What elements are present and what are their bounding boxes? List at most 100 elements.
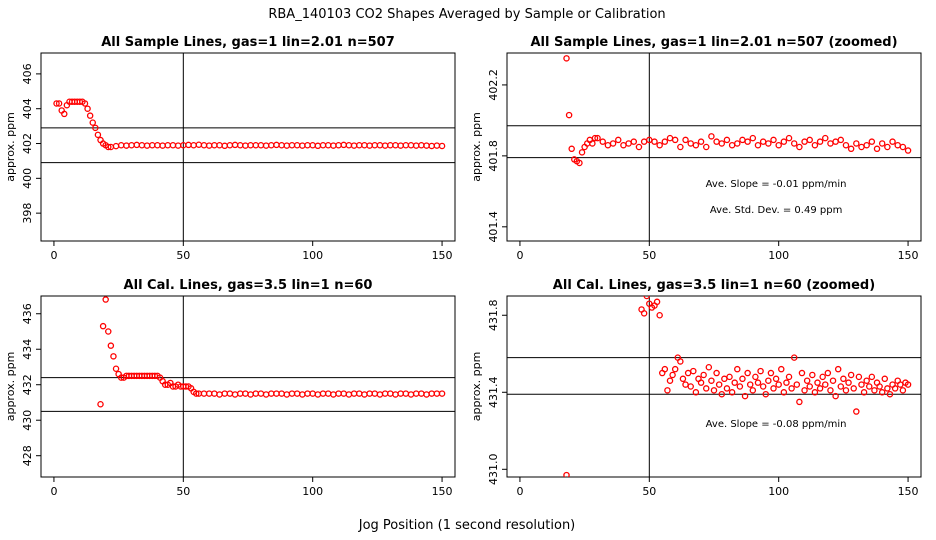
data-point: [734, 140, 741, 147]
figure-xlabel: Jog Position (1 second resolution): [358, 518, 576, 533]
data-point: [293, 142, 301, 149]
data-point: [376, 391, 384, 398]
data-point: [257, 142, 265, 149]
data-point: [273, 390, 280, 397]
data-point: [785, 134, 793, 142]
data-point: [252, 142, 260, 149]
data-point: [330, 142, 337, 149]
data-point: [715, 381, 723, 388]
data-point: [221, 142, 228, 150]
data-point: [744, 138, 751, 145]
data-point: [407, 391, 415, 398]
data-point: [679, 375, 687, 383]
data-point: [335, 142, 342, 149]
data-point: [563, 471, 570, 477]
data-point: [107, 342, 115, 349]
data-point: [288, 142, 296, 149]
data-point: [858, 143, 865, 151]
data-points: [563, 296, 912, 477]
data-point: [736, 383, 744, 390]
data-point: [123, 142, 130, 149]
data-point: [860, 389, 868, 396]
data-point: [788, 385, 795, 392]
data-point: [433, 142, 441, 149]
data-point: [726, 373, 733, 381]
y-tick-label: 431.0: [487, 454, 500, 486]
data-point: [92, 124, 99, 132]
data-point: [832, 392, 839, 400]
data-point: [361, 391, 368, 398]
data-point: [211, 390, 218, 397]
x-tick-label: 100: [302, 485, 323, 498]
data-point: [438, 142, 446, 150]
panel-4: All Cal. Lines, gas=3.5 lin=1 n=60 (zoom…: [470, 278, 922, 498]
data-point: [878, 389, 886, 396]
data-point: [687, 383, 694, 390]
x-tick-label: 150: [432, 249, 453, 262]
y-tick-label: 434: [21, 339, 34, 360]
x-tick-label: 100: [768, 485, 789, 498]
data-point: [816, 138, 824, 145]
data-point: [762, 390, 770, 398]
data-point: [806, 136, 813, 144]
data-point: [863, 141, 870, 149]
data-point: [174, 142, 182, 149]
x-tick-label: 50: [176, 249, 190, 262]
data-point: [775, 141, 782, 149]
data-point: [433, 390, 441, 397]
data-point: [412, 390, 420, 397]
data-point: [105, 328, 112, 335]
data-point: [809, 371, 816, 379]
data-point: [884, 385, 891, 392]
data-point: [666, 377, 674, 384]
data-point: [793, 381, 801, 388]
data-point: [671, 136, 679, 144]
data-point: [765, 140, 772, 147]
x-tick-label: 0: [516, 249, 523, 262]
data-point: [231, 391, 239, 398]
data-point: [190, 142, 197, 149]
data-point: [314, 391, 322, 398]
data-point: [340, 390, 347, 397]
data-point: [620, 141, 627, 149]
y-tick-label: 401.4: [487, 211, 500, 243]
data-point: [651, 138, 658, 145]
data-point: [350, 142, 358, 149]
data-point: [754, 379, 762, 386]
data-point: [749, 387, 757, 394]
data-point: [387, 142, 394, 149]
data-point: [356, 390, 363, 397]
data-point: [850, 385, 857, 392]
data-point: [128, 142, 135, 149]
data-point: [723, 385, 731, 392]
data-point: [423, 142, 430, 149]
data-point: [739, 375, 746, 383]
data-point: [814, 379, 821, 386]
data-point: [739, 136, 746, 144]
data-point: [412, 142, 420, 149]
data-point: [112, 142, 120, 150]
data-point: [361, 142, 368, 149]
data-point: [428, 142, 435, 150]
plot-frame: [40, 295, 456, 478]
data-point: [666, 134, 674, 142]
data-point: [565, 111, 573, 119]
data-point: [371, 390, 379, 397]
data-point: [252, 390, 260, 397]
data-point: [661, 138, 669, 145]
data-point: [319, 390, 327, 397]
data-point: [744, 369, 751, 377]
data-point: [563, 55, 570, 62]
data-point: [299, 391, 306, 398]
data-point: [718, 140, 726, 147]
data-point: [345, 142, 353, 149]
data-point: [84, 105, 91, 112]
data-point: [845, 379, 852, 386]
data-point: [268, 390, 275, 397]
data-point: [61, 110, 68, 118]
data-point: [630, 138, 638, 145]
y-tick-label: 400: [21, 168, 34, 189]
data-point: [853, 140, 860, 147]
data-point: [752, 373, 759, 381]
